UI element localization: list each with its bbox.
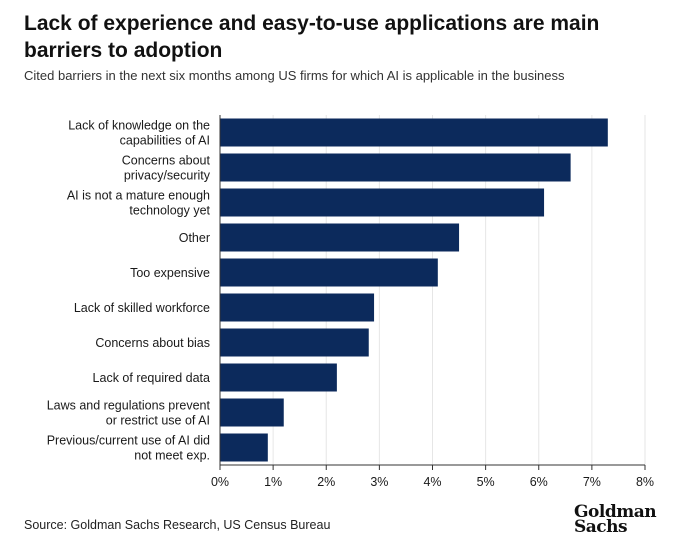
bar [220, 398, 284, 427]
bar [220, 188, 545, 217]
category-label: Laws and regulations prevent or restrict … [47, 399, 211, 428]
x-tick-label: 8% [636, 475, 654, 489]
bar [220, 363, 337, 392]
category-label: AI is not a mature enough technology yet [67, 189, 211, 218]
x-tick-label: 0% [211, 475, 229, 489]
logo-line-2: Sachs [574, 517, 628, 537]
x-tick-label: 6% [530, 475, 548, 489]
chart-subtitle: Cited barriers in the next six months am… [24, 68, 565, 83]
category-label: Lack of required data [93, 371, 210, 385]
x-tick-label: 4% [423, 475, 441, 489]
category-label-line: Laws and regulations prevent [47, 399, 211, 413]
x-tick-label: 7% [583, 475, 601, 489]
bar [220, 258, 438, 287]
category-label-line: Concerns about bias [95, 336, 210, 350]
category-label-line: Concerns about [122, 154, 211, 168]
category-label-line: Lack of knowledge on the [68, 119, 210, 133]
source-note: Source: Goldman Sachs Research, US Censu… [24, 518, 331, 532]
category-label-line: Lack of skilled workforce [74, 301, 210, 315]
x-tick-label: 5% [477, 475, 495, 489]
category-label: Other [179, 231, 210, 245]
category-label: Previous/current use of AI did not meet e… [47, 434, 210, 463]
category-label: Too expensive [130, 266, 210, 280]
category-label: Concerns about privacy/security [122, 154, 211, 183]
category-label: Lack of skilled workforce [74, 301, 210, 315]
category-label-line: Other [179, 231, 210, 245]
category-label: Lack of knowledge on the capabilities of … [68, 119, 210, 148]
bar [220, 223, 460, 252]
logo-line-1: Goldman [574, 502, 657, 522]
bar [220, 433, 268, 462]
x-tick-label: 3% [370, 475, 388, 489]
category-label: Concerns about bias [95, 336, 210, 350]
bar [220, 328, 369, 357]
category-label-line: AI is not a mature enough [67, 189, 210, 203]
category-label-line: Lack of required data [93, 371, 210, 385]
category-label-line: Previous/current use of AI did [47, 434, 210, 448]
category-label-line: not meet exp. [134, 449, 210, 463]
goldman-sachs-logo: Goldman Sachs [574, 502, 657, 537]
x-tick-label: 2% [317, 475, 335, 489]
category-label-line: or restrict use of AI [106, 414, 210, 428]
bar [220, 293, 375, 322]
x-tick-label: 1% [264, 475, 282, 489]
category-label-line: technology yet [129, 204, 210, 218]
category-label-line: Too expensive [130, 266, 210, 280]
category-label-line: capabilities of AI [120, 134, 210, 148]
category-label-line: privacy/security [124, 169, 211, 183]
chart-title: Lack of experience and easy-to-use appli… [24, 12, 600, 62]
bar [220, 153, 571, 182]
bar [220, 118, 608, 147]
